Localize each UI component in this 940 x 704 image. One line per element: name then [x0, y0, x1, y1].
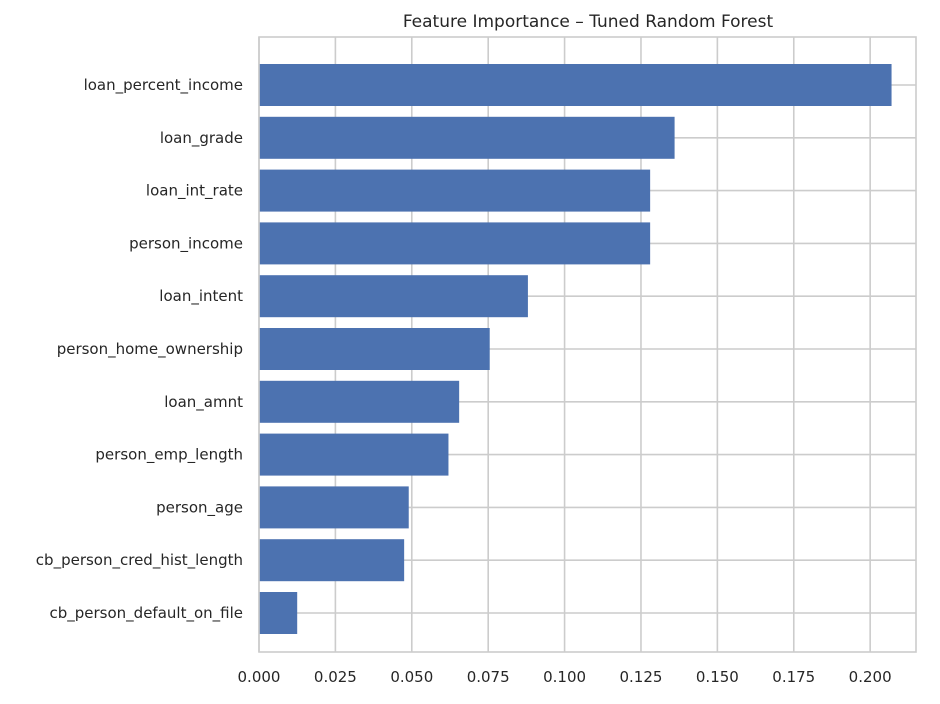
bar-loan-int-rate: [259, 169, 651, 212]
x-tick-label: 0.000: [238, 668, 281, 686]
y-tick-label: person_age: [156, 498, 243, 517]
bar-loan-percent-income: [259, 64, 892, 106]
x-tick-labels: 0.000 0.025 0.050 0.075 0.100 0.125 0.150 0.175…: [238, 668, 892, 686]
y-tick-label: loan_amnt: [164, 393, 243, 412]
x-tick-label: 0.175: [772, 668, 815, 686]
y-tick-label: person_income: [129, 234, 243, 253]
bar-person-emp-length: [259, 433, 449, 476]
y-tick-labels: loan_percent_income loan_grade loan_int_ra…: [36, 76, 243, 623]
bar-loan-intent: [259, 275, 528, 318]
y-tick-label: cb_person_default_on_file: [50, 604, 244, 623]
chart-title: Feature Importance – Tuned Random Forest: [403, 12, 774, 32]
bars-layer: [259, 64, 892, 634]
plot-frame: [258, 36, 917, 653]
x-tick-label: 0.125: [620, 668, 663, 686]
y-tick-label: loan_grade: [160, 129, 243, 148]
bar-cb-person-default-on-file: [259, 592, 298, 634]
bar-loan-amnt: [259, 380, 460, 423]
y-tick-label: cb_person_cred_hist_length: [36, 551, 243, 570]
y-tick-label: person_emp_length: [95, 446, 243, 465]
y-tick-label: loan_percent_income: [84, 76, 243, 95]
bar-person-income: [259, 222, 651, 265]
y-tick-label: loan_intent: [159, 287, 243, 306]
bar-person-age: [259, 486, 409, 529]
y-tick-label: person_home_ownership: [57, 340, 243, 359]
x-tick-label: 0.050: [390, 668, 433, 686]
bar-loan-grade: [259, 116, 675, 159]
bar-person-home-ownership: [259, 328, 490, 370]
x-tick-label: 0.200: [849, 668, 892, 686]
bar-cb-person-cred-hist-length: [259, 539, 405, 582]
x-tick-label: 0.025: [314, 668, 357, 686]
x-tick-label: 0.150: [696, 668, 739, 686]
y-tick-label: loan_int_rate: [146, 182, 243, 201]
x-tick-label: 0.100: [543, 668, 586, 686]
x-tick-label: 0.075: [467, 668, 510, 686]
